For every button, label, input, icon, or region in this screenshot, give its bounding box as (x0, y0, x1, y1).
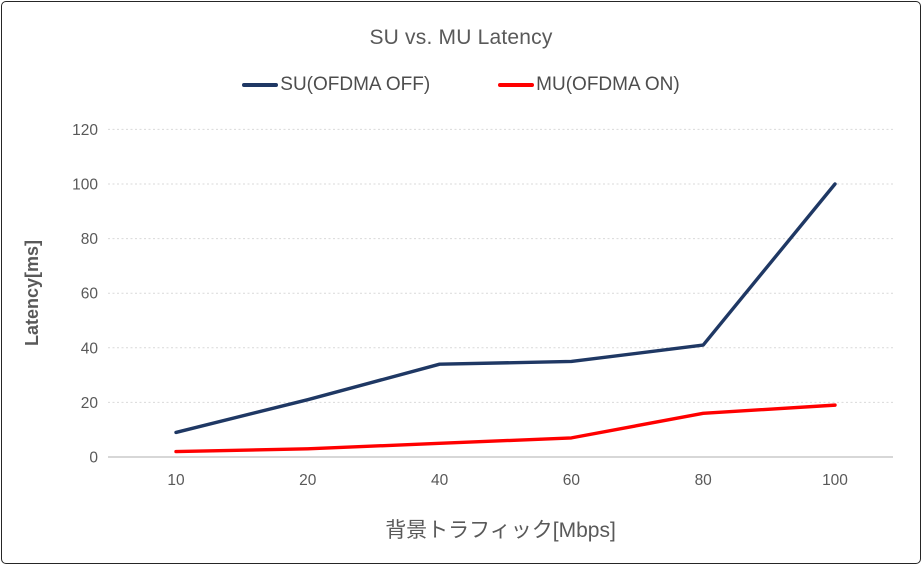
y-tick-label-80: 80 (81, 231, 99, 248)
x-tick-label-60: 60 (563, 472, 581, 489)
y-tick-label-20: 20 (81, 395, 99, 412)
x-tick-label-80: 80 (695, 472, 713, 489)
legend-item-su: SU(OFDMA OFF) (242, 74, 430, 96)
legend: SU(OFDMA OFF) MU(OFDMA ON) (2, 74, 920, 96)
x-tick-label-40: 40 (431, 472, 449, 489)
mu-line-swatch (498, 83, 535, 87)
y-tick-label-120: 120 (72, 122, 98, 139)
series-line-mu (174, 403, 837, 454)
y-tick-label-0: 0 (89, 450, 98, 467)
y-tick-label-100: 100 (72, 177, 98, 194)
legend-item-mu: MU(OFDMA ON) (498, 74, 680, 96)
chart-title: SU vs. MU Latency (369, 26, 553, 49)
y-tick-label-40: 40 (81, 340, 99, 357)
x-tick-label-100: 100 (822, 472, 848, 489)
legend-label-su: SU(OFDMA OFF) (280, 74, 431, 95)
series-line-su (174, 182, 837, 435)
x-tick-label-10: 10 (167, 472, 185, 489)
x-tick-label-20: 20 (299, 472, 317, 489)
y-axis-title: Latency[ms] (22, 240, 42, 346)
y-tick-label-60: 60 (81, 286, 99, 303)
su-line-swatch (242, 83, 279, 87)
legend-label-mu: MU(OFDMA ON) (536, 74, 680, 95)
x-axis-title: 背景トラフィック[Mbps] (385, 519, 616, 542)
